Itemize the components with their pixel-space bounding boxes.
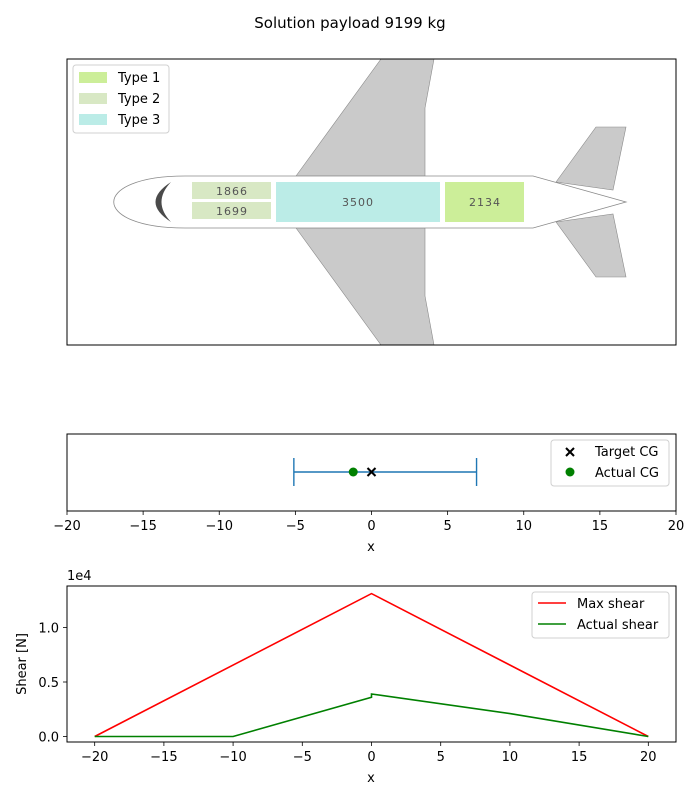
cargo-box-1866 xyxy=(192,182,271,199)
aircraft-panel: 1866 1699 3500 2134 Type 1 Type 2 Type 3 xyxy=(66,58,677,346)
cockpit-window xyxy=(155,182,171,222)
y-tick-label: 0.5 xyxy=(38,676,59,691)
cargo-box-3500 xyxy=(276,182,440,222)
shear-offset-text: 1e4 xyxy=(67,569,92,584)
legend-marker-actual-cg xyxy=(565,467,575,477)
y-tick-label: 0.0 xyxy=(38,731,59,746)
x-tick-label: 0 xyxy=(367,519,375,534)
cargo-box-label: 2134 xyxy=(469,196,501,209)
x-tick-label: −20 xyxy=(81,750,108,765)
lower-tail-fin xyxy=(555,213,627,278)
x-tick-label: −5 xyxy=(293,750,312,765)
figure-title: Solution payload 9199 kg xyxy=(254,14,445,32)
legend-label: Actual CG xyxy=(595,466,659,481)
cargo-box-2134 xyxy=(445,182,524,222)
series-line-actual-shear xyxy=(94,693,649,738)
cargo-box-1699 xyxy=(192,202,271,219)
x-tick-label: 5 xyxy=(437,750,445,765)
legend-label: Type 1 xyxy=(117,71,160,86)
legend-marker-target-cg xyxy=(565,447,575,457)
x-tick-label: −10 xyxy=(219,750,246,765)
x-tick-label: −15 xyxy=(129,519,156,534)
cg-x-axis-label: x xyxy=(367,540,375,555)
series-line-max-shear xyxy=(94,592,649,738)
cg-marks xyxy=(293,458,478,486)
x-tick-label: 20 xyxy=(640,750,657,765)
x-tick-label: −5 xyxy=(286,519,305,534)
x-tick-label: 0 xyxy=(367,750,375,765)
legend-label: Target CG xyxy=(594,445,659,460)
cg-panel: −20 −15 −10 −5 0 5 10 15 20 x Target CG Actual C… xyxy=(53,433,684,555)
cg-legend: Target CG Actual CG xyxy=(550,439,670,487)
shear-y-axis: 0.0 0.5 1.0 xyxy=(38,621,67,746)
upper-tail-fin xyxy=(555,126,627,191)
y-tick-label: 1.0 xyxy=(38,621,59,636)
x-tick-label: −15 xyxy=(150,750,177,765)
x-tick-label: −20 xyxy=(53,519,80,534)
shear-legend: Max shear Actual shear xyxy=(531,591,670,639)
x-tick-label: 10 xyxy=(502,750,519,765)
legend-label: Max shear xyxy=(577,597,645,612)
cg-x-axis: −20 −15 −10 −5 0 5 10 15 20 xyxy=(53,511,684,534)
x-tick-label: 5 xyxy=(443,519,451,534)
shear-x-axis: −20 −15 −10 −5 0 5 10 15 20 xyxy=(81,742,657,765)
x-tick-label: 15 xyxy=(592,519,609,534)
aircraft-axes-frame xyxy=(66,58,677,346)
legend-swatch-type-2 xyxy=(79,93,107,104)
x-tick-label: 15 xyxy=(571,750,588,765)
legend-label: Type 3 xyxy=(117,113,160,128)
lower-wing xyxy=(295,227,435,345)
upper-wing xyxy=(295,59,435,177)
shear-panel: 1e4 −20 −15 −10 −5 0 5 10 15 20 0.0 0.5 1.0 x Shea… xyxy=(15,569,677,786)
aircraft-legend: Type 1 Type 2 Type 3 xyxy=(72,64,170,134)
x-tick-label: 10 xyxy=(515,519,532,534)
cargo-box-label: 3500 xyxy=(342,196,374,209)
legend-swatch-type-1 xyxy=(79,72,107,83)
x-tick-label: 20 xyxy=(668,519,685,534)
target-cg-marker xyxy=(366,467,377,477)
legend-label: Type 2 xyxy=(117,92,160,107)
shear-x-axis-label: x xyxy=(367,771,375,786)
cargo-box-label: 1866 xyxy=(216,185,248,198)
cargo-box-label: 1699 xyxy=(216,205,248,218)
x-tick-label: −10 xyxy=(206,519,233,534)
legend-label: Actual shear xyxy=(577,618,659,633)
legend-swatch-type-3 xyxy=(79,114,107,125)
actual-cg-marker xyxy=(348,467,358,477)
shear-lines xyxy=(94,592,649,738)
shear-y-axis-label: Shear [N] xyxy=(15,633,30,695)
